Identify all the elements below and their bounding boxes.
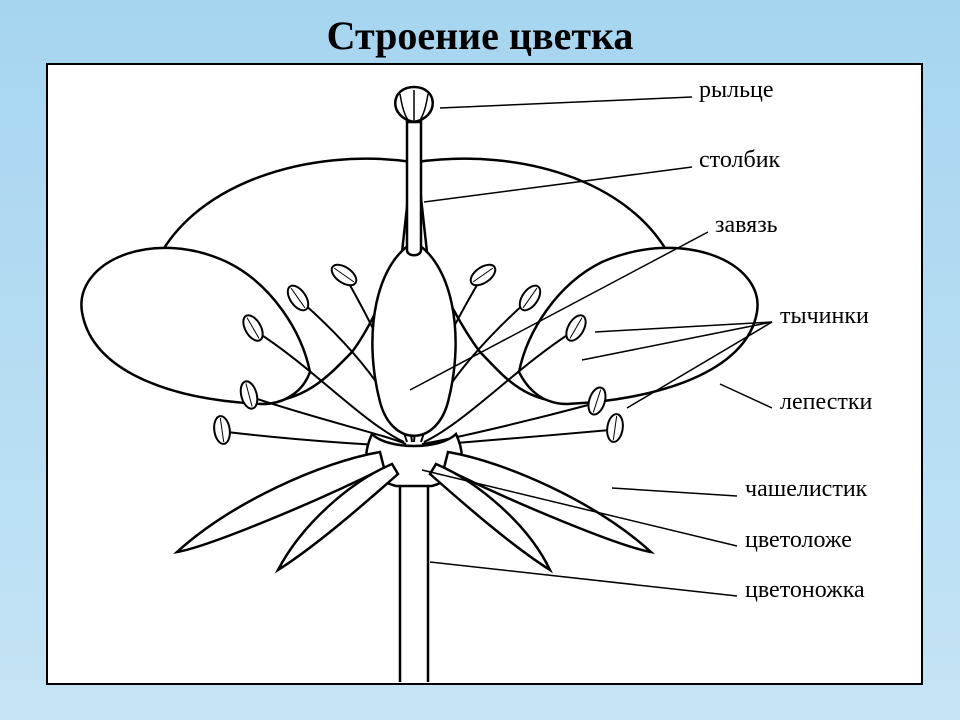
label-sepal: чашелистик <box>745 477 867 501</box>
label-receptacle: цветоложе <box>745 528 852 552</box>
label-stamens: тычинки <box>780 304 869 328</box>
label-stigma: рыльце <box>699 78 774 102</box>
label-pedicel: цветоножка <box>745 578 865 602</box>
label-ovary: завязь <box>715 213 778 237</box>
label-style: столбик <box>699 148 780 172</box>
page-title: Строение цветка <box>0 12 960 59</box>
label-petals: лепестки <box>780 390 872 414</box>
